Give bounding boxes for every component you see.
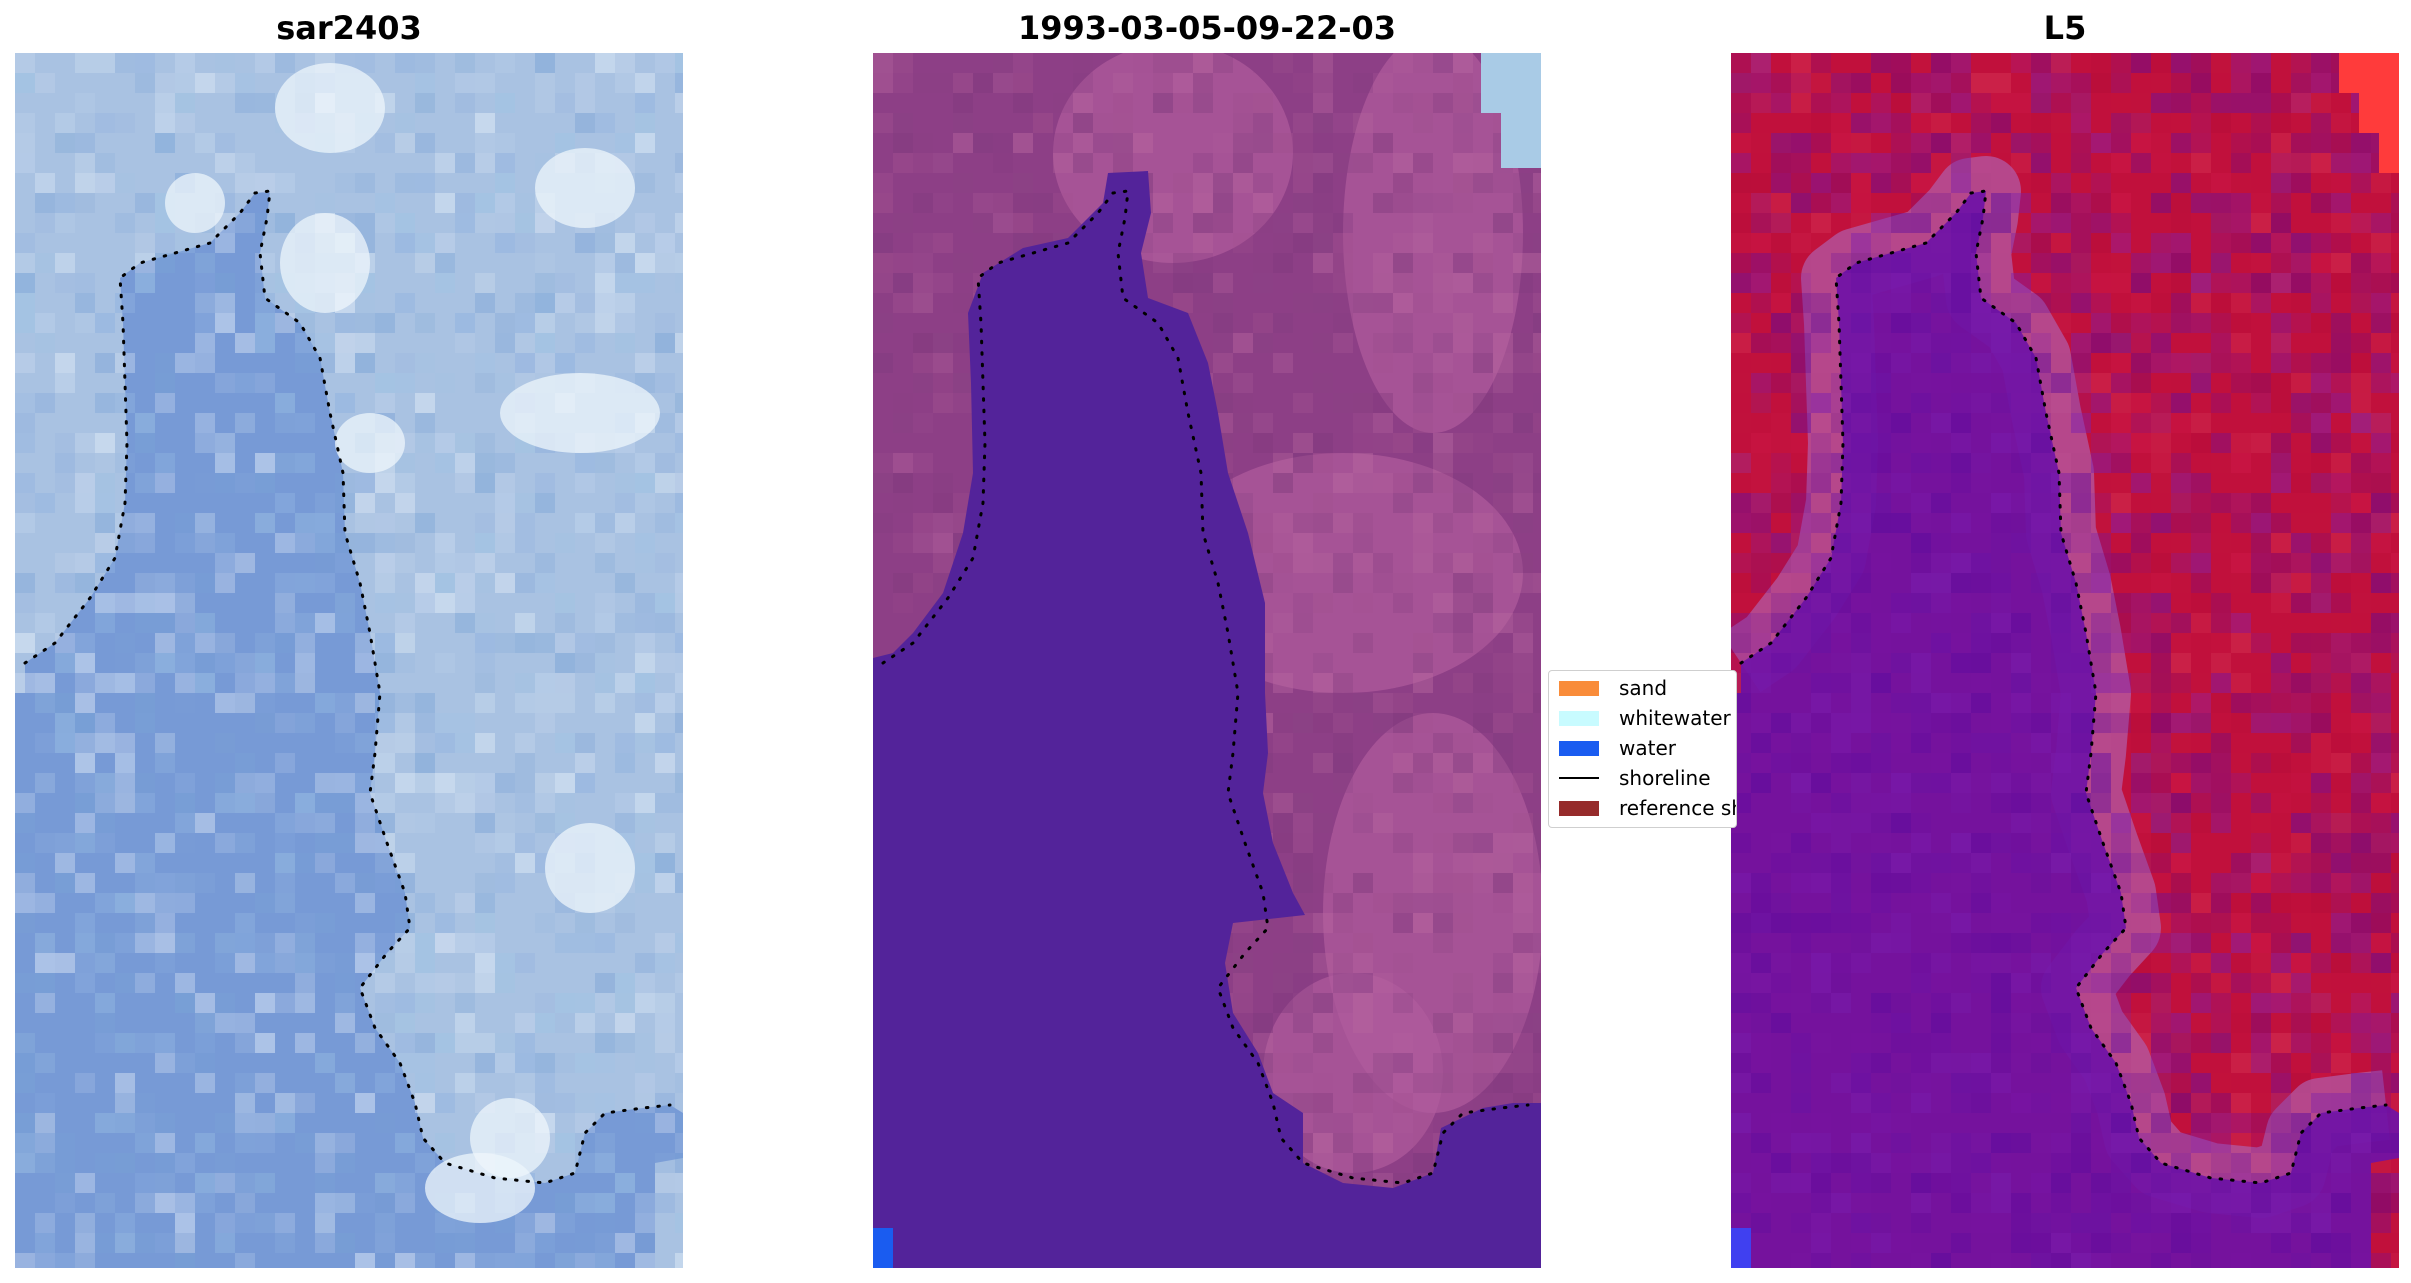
sand-swatch: [1559, 680, 1599, 696]
legend-item-whitewater: whitewater: [1559, 703, 1731, 733]
pixel-texture-sar: [15, 53, 683, 1268]
sar-bright-patches: [165, 63, 660, 1223]
sar-image-panel: [15, 53, 683, 1268]
shoreline-dots: [23, 189, 672, 1185]
panel-title-sar: sar2403: [276, 9, 422, 47]
reference-shoreline-swatch: [1559, 800, 1599, 816]
legend-label: shoreline: [1619, 766, 1711, 790]
index-water-pixel: [1731, 1228, 1751, 1268]
legend-item-shoreline: shoreline: [1559, 763, 1711, 793]
shoreline-line-swatch: [1559, 777, 1599, 779]
whitewater-patch: [1481, 53, 1541, 168]
index-panel: [1731, 53, 2399, 1268]
legend-item-water: water: [1559, 733, 1676, 763]
legend: sand whitewater water shoreline referenc…: [1548, 670, 1737, 828]
index-water-region: [1731, 53, 2399, 1268]
index-image: [1731, 53, 2399, 1268]
class-water-region: [873, 171, 1541, 1268]
whitewater-swatch: [1559, 710, 1599, 726]
legend-label: whitewater: [1619, 706, 1731, 730]
legend-item-sand: sand: [1559, 673, 1667, 703]
shoreline-sar: [23, 189, 672, 1185]
panel-title-classification: 1993-03-05-09-22-03: [1017, 9, 1397, 47]
sar-image: [15, 53, 683, 1268]
legend-label: water: [1619, 736, 1676, 760]
shoreline-dots: [1739, 189, 2388, 1185]
classification-panel: [873, 53, 1541, 1268]
legend-label: reference shoreline: [1619, 796, 1736, 820]
sar-water-region: [15, 53, 683, 1268]
legend-item-reference-shoreline: reference shoreline: [1559, 793, 1736, 823]
legend-label: sand: [1619, 676, 1668, 700]
shoreline-index: [1739, 189, 2388, 1185]
panel-title-index: L5: [2043, 9, 2087, 47]
index-bright-corner: [2339, 53, 2399, 173]
shoreline-class: [881, 189, 1530, 1185]
water-swatch: [1559, 740, 1599, 756]
water-pixel: [873, 1228, 893, 1268]
classification-image: [873, 53, 1541, 1268]
pixel-texture-index-water: [1731, 53, 2399, 1268]
class-light-land: [1053, 53, 1541, 1173]
shoreline-dots: [881, 189, 1530, 1185]
